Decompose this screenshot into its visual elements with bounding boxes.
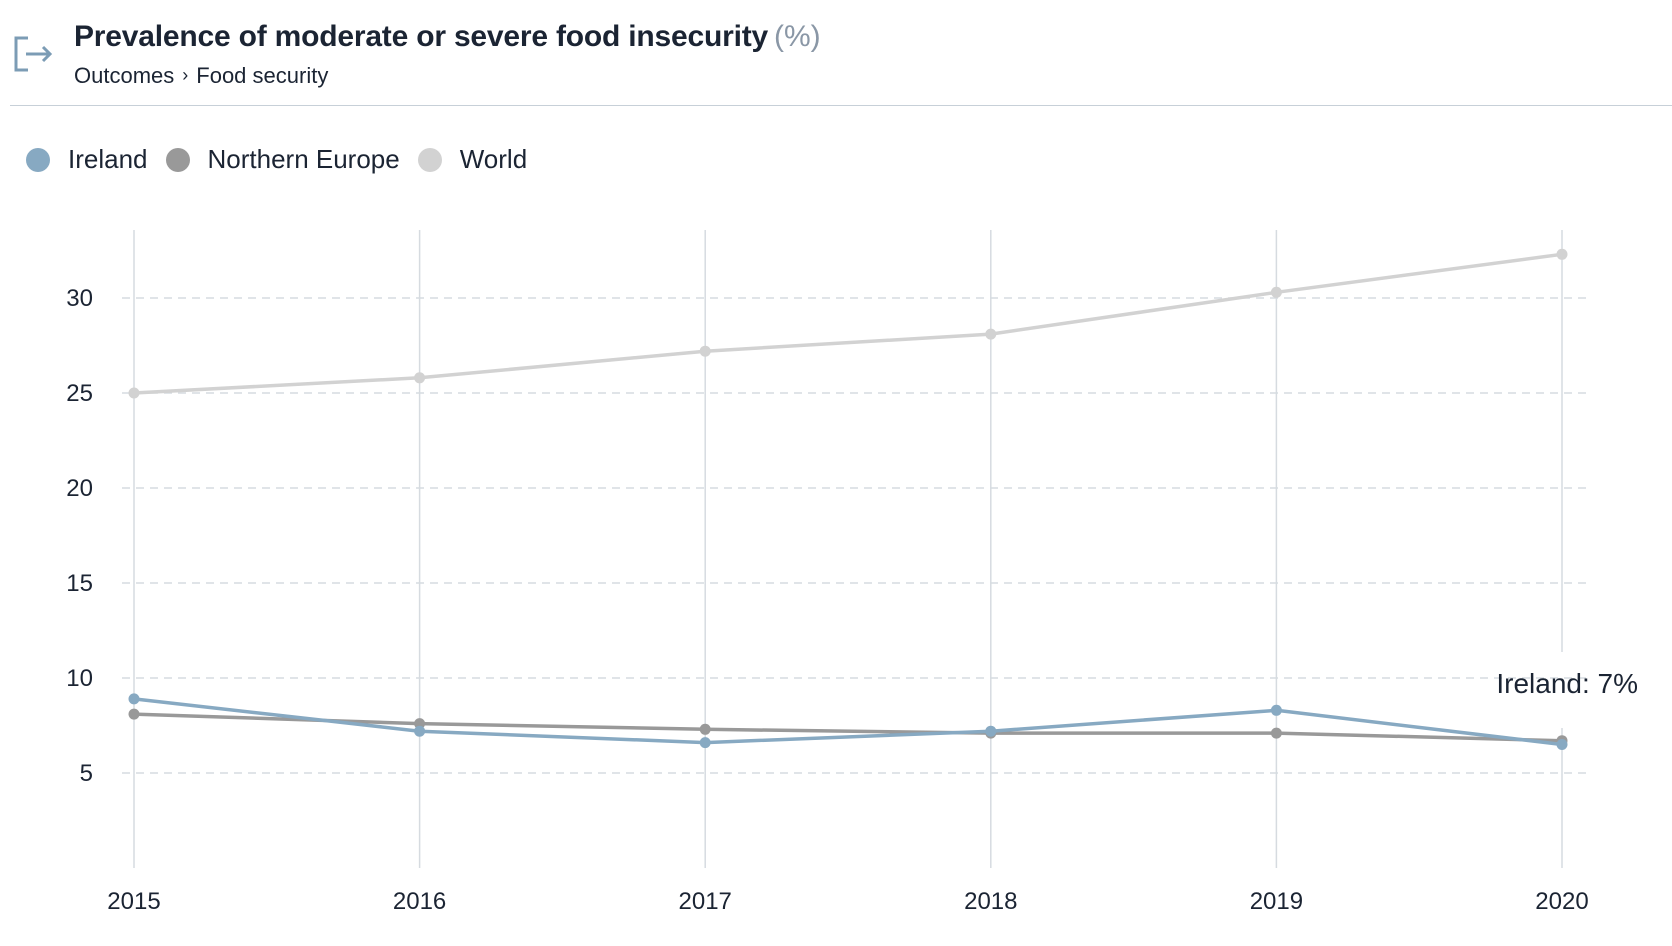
legend-item-world[interactable]: World [417, 144, 528, 175]
data-point-ireland [1556, 739, 1568, 750]
chart-title-row: Prevalence of moderate or severe food in… [74, 20, 821, 54]
breadcrumb-item-outcomes[interactable]: Outcomes [74, 63, 175, 88]
x-tick-label: 2018 [964, 888, 1017, 915]
legend-swatch-ireland [26, 147, 50, 172]
data-point-world [414, 372, 426, 384]
breadcrumb-item-food-security[interactable]: Food security [196, 63, 329, 88]
data-point-world [699, 345, 711, 357]
exit-icon[interactable] [12, 34, 56, 74]
x-tick-label: 2016 [393, 888, 446, 915]
series-world [128, 248, 1568, 399]
chart-legend: Ireland Northern Europe World [26, 144, 545, 175]
grid [122, 230, 1588, 868]
series-line-northern-europe [133, 712, 1563, 743]
breadcrumb-separator: › [182, 65, 189, 85]
series-northern-europe [128, 708, 1568, 747]
x-tick-label: 2017 [679, 888, 732, 915]
legend-swatch-northern-europe [165, 147, 190, 172]
data-point-ireland [1270, 704, 1282, 716]
series-line-ireland [133, 697, 1563, 747]
legend-item-northern-europe[interactable]: Northern Europe [165, 144, 400, 175]
chart-header: Prevalence of moderate or severe food in… [0, 0, 1672, 107]
data-point-world [1556, 248, 1568, 260]
legend-label-northern-europe: Northern Europe [207, 144, 400, 174]
legend-label-ireland: Ireland [68, 144, 148, 174]
y-tick-label: 5 [80, 760, 93, 787]
breadcrumb: Outcomes › Food security [74, 63, 328, 89]
header-divider [10, 105, 1672, 106]
tooltip-label: Ireland: 7% [1496, 668, 1638, 699]
y-tick-label: 20 [66, 475, 93, 502]
chart-unit: (%) [774, 20, 821, 53]
y-tick-label: 10 [66, 665, 93, 692]
data-point-northern-europe [1270, 727, 1282, 739]
legend-swatch-world [417, 147, 442, 172]
x-tick-label: 2015 [107, 888, 160, 915]
legend-label-world: World [459, 144, 528, 174]
data-point-ireland [414, 725, 426, 737]
x-tick-label: 2019 [1250, 888, 1303, 915]
y-tick-label: 15 [66, 570, 93, 597]
data-point-ireland [128, 693, 140, 705]
data-point-northern-europe [414, 718, 426, 730]
data-point-world [1270, 286, 1282, 298]
data-point-northern-europe [128, 708, 140, 720]
chart-title: Prevalence of moderate or severe food in… [74, 20, 769, 53]
y-tick-label: 30 [66, 285, 93, 312]
data-point-ireland [985, 725, 997, 737]
data-point-ireland [699, 737, 711, 749]
data-point-world [128, 387, 140, 399]
x-tick-label: 2020 [1535, 888, 1588, 915]
series-ireland [128, 693, 1568, 750]
legend-item-ireland[interactable]: Ireland [26, 144, 148, 175]
data-point-world [985, 328, 997, 340]
data-point-northern-europe [699, 723, 711, 735]
series-line-world [133, 252, 1563, 395]
y-tick-label: 25 [66, 380, 93, 407]
